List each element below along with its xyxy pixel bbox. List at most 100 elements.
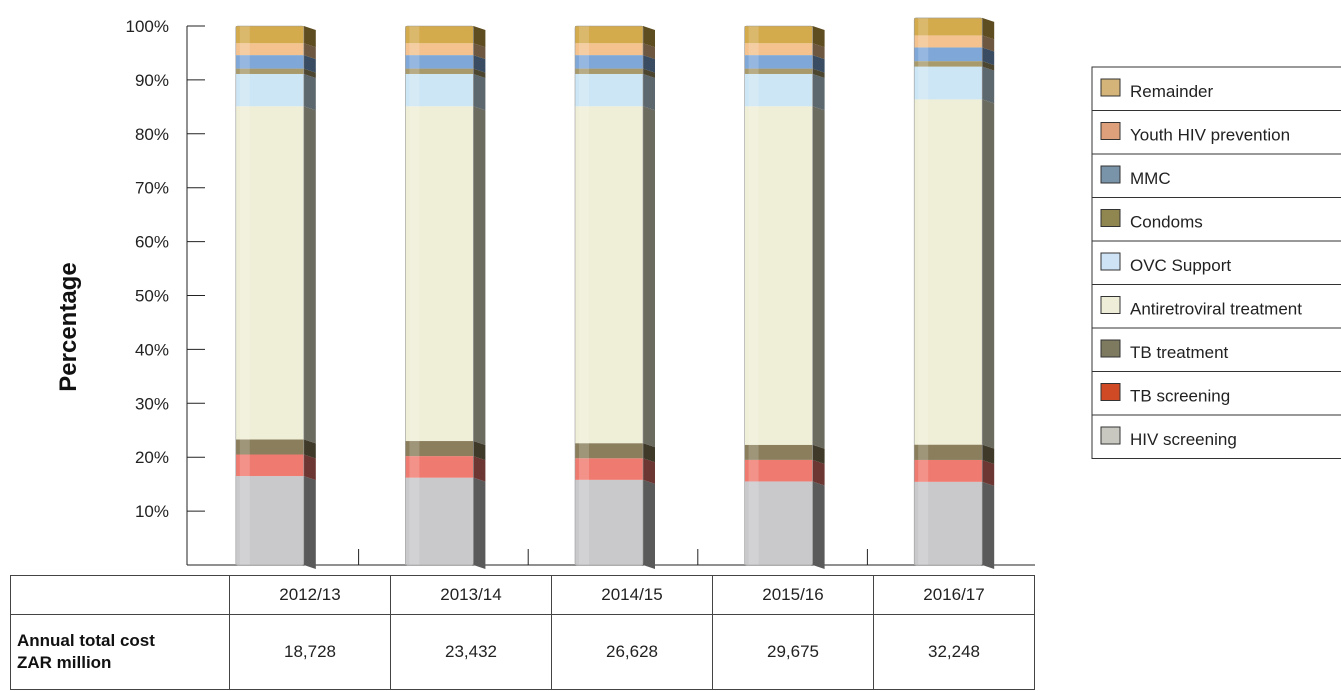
bar-segment-side — [473, 26, 486, 48]
bar-highlight — [918, 17, 929, 566]
bar-segment-side — [303, 476, 316, 569]
bar-segment — [575, 106, 643, 444]
bar-segment-side — [473, 68, 486, 78]
bar-stack — [913, 17, 995, 569]
table-value-cell: 23,432 — [390, 614, 552, 690]
bar-segment — [405, 456, 474, 478]
bar-segment — [235, 439, 304, 455]
legend-label: OVC Support — [1130, 256, 1231, 275]
bar-segment-side — [812, 55, 825, 73]
bar-outline — [235, 25, 305, 566]
bar-outline — [744, 25, 813, 566]
y-tick-label: 10% — [135, 502, 169, 521]
bar-segment-side — [812, 106, 825, 449]
table-header-cell: 2012/13 — [229, 575, 391, 615]
bar-segment — [405, 55, 474, 69]
bar-segment-side — [303, 43, 316, 60]
bar-segment-side — [303, 73, 316, 111]
bar-segment — [914, 459, 983, 482]
bar-segment-side — [982, 444, 995, 464]
bar-stack — [235, 25, 316, 569]
chart-legend: Remainder Youth HIV prevention MMC Condoms O… — [1091, 66, 1341, 459]
bar-segment — [744, 481, 813, 565]
legend-swatch — [1100, 383, 1121, 401]
bar-segment — [235, 454, 304, 477]
bar-segment — [575, 68, 643, 74]
bar-segment — [914, 99, 983, 445]
bar-segment-side — [303, 55, 316, 73]
legend-label: Antiretroviral treatment — [1130, 300, 1302, 319]
bar-segment-side — [982, 66, 995, 104]
bar-highlight — [239, 26, 250, 565]
bar-segment — [914, 66, 983, 100]
bar-segment-side — [812, 26, 825, 48]
bar-segment-side — [982, 47, 995, 66]
bar-segment — [744, 73, 813, 107]
bar-segment — [914, 481, 983, 565]
legend-label: Youth HIV prevention — [1130, 126, 1290, 145]
y-tick-label: 50% — [135, 287, 169, 306]
bar-outline — [405, 25, 474, 566]
bar-segment — [914, 444, 983, 460]
legend-swatch — [1100, 209, 1121, 227]
bar-segment-side — [812, 73, 825, 111]
bar-segment-side — [812, 444, 825, 464]
bar-segment — [575, 443, 643, 459]
bar-segment — [744, 68, 813, 74]
bar-segment — [235, 43, 304, 56]
bar-segment-side — [303, 68, 316, 78]
bar-segment-side — [812, 459, 825, 486]
bar-segment-side — [643, 458, 655, 484]
bar-segment-side — [473, 73, 486, 111]
y-tick-label: 70% — [135, 179, 169, 198]
bar-segment-side — [303, 26, 316, 48]
table-corner-cell — [10, 575, 230, 615]
legend-box — [1091, 66, 1341, 459]
legend-label: HIV screening — [1130, 430, 1237, 449]
y-tick-label: 60% — [135, 233, 169, 252]
bar-segment-side — [643, 26, 655, 48]
table-value-cell: 26,628 — [551, 614, 713, 690]
bar-segment-side — [643, 443, 655, 463]
bar-segment — [235, 55, 304, 69]
bar-segment-side — [812, 481, 825, 569]
bar-segment-side — [473, 456, 486, 482]
chart-axes: 10% 20% 30% 40% 50% 60% 70% 80% 90% 100% — [126, 17, 1035, 566]
bar-segment-side — [643, 479, 655, 569]
bar-segment — [405, 43, 474, 56]
bar-segment — [744, 43, 813, 56]
y-tick-label: 80% — [135, 125, 169, 144]
bar-segment-side — [303, 454, 316, 481]
bar-segment-side — [473, 43, 486, 60]
y-tick-label: 20% — [135, 448, 169, 467]
legend-label: Condoms — [1130, 213, 1203, 232]
bar-stack — [405, 25, 486, 569]
legend-swatch — [1100, 122, 1121, 140]
table-row: Annual total cost ZAR million 18,728 23,… — [10, 614, 1035, 690]
stacked-bar-chart: 10% 20% 30% 40% 50% 60% 70% 80% 90% 100% Percenta… — [55, 17, 1341, 569]
bar-segment — [744, 26, 813, 44]
bar-segment — [235, 476, 304, 565]
bar-segment — [744, 106, 813, 445]
bar-segment-side — [643, 106, 655, 448]
bar-stack — [574, 25, 655, 569]
bar-segment — [405, 106, 474, 442]
bar-segment — [744, 55, 813, 69]
bar-segment-side — [473, 477, 486, 569]
bar-segment — [914, 61, 983, 67]
bar-segment — [405, 26, 474, 44]
bar-segment — [235, 26, 304, 44]
bar-segment-side — [303, 106, 316, 444]
bar-segment — [235, 106, 304, 440]
bar-segment — [914, 35, 983, 48]
legend-label: MMC — [1130, 169, 1171, 188]
bar-segment-side — [982, 481, 995, 569]
bar-segment-side — [982, 459, 995, 486]
annual-cost-table: 2012/13 2013/14 2014/15 2015/16 2016/17 … — [10, 575, 1035, 690]
bar-segment — [575, 43, 643, 56]
legend-label: Remainder — [1130, 82, 1213, 101]
bar-segment — [405, 73, 474, 107]
legend-swatch — [1100, 339, 1121, 358]
legend-label: TB treatment — [1130, 343, 1229, 362]
bar-segment — [575, 55, 643, 69]
